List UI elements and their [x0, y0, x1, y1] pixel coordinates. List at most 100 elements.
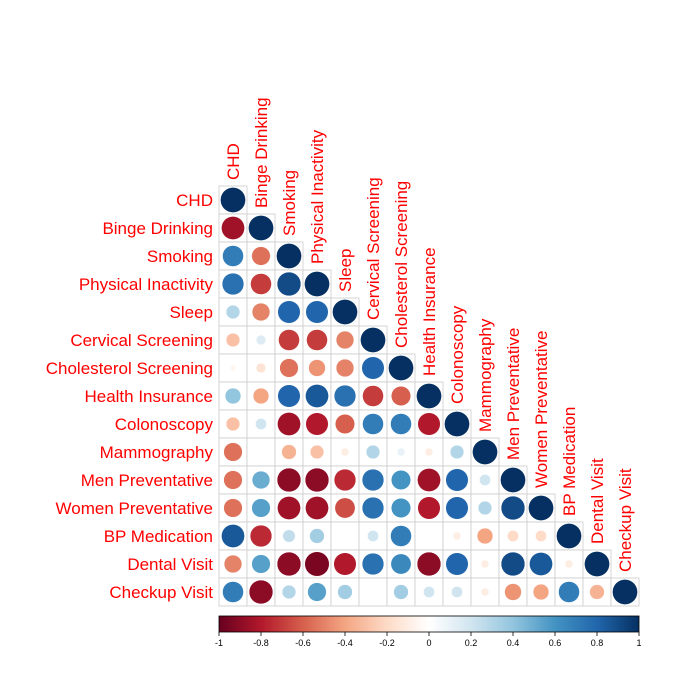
correlation-circle [333, 552, 357, 576]
correlation-circle [334, 413, 356, 435]
correlation-circle [507, 530, 519, 542]
column-label-health-insurance: Health Insurance [420, 247, 439, 376]
row-label-cholesterol-screening: Cholesterol Screening [46, 359, 213, 378]
correlation-circle [221, 272, 245, 296]
correlation-circle [281, 584, 297, 600]
correlation-circle [282, 529, 296, 543]
correlation-circle [305, 412, 329, 436]
correlation-circle [255, 334, 267, 346]
correlation-circle [221, 524, 245, 548]
correlation-circle [276, 467, 302, 493]
correlation-circle [477, 500, 493, 516]
correlation-circle [612, 579, 638, 605]
correlation-circle [416, 551, 442, 577]
correlation-circle [390, 385, 412, 407]
column-label-physical-inactivity: Physical Inactivity [308, 129, 327, 264]
correlation-circle [304, 551, 330, 577]
correlation-circle [250, 273, 272, 295]
correlation-circle [277, 412, 301, 436]
column-label-smoking: Smoking [280, 170, 299, 236]
correlation-circle [390, 525, 412, 547]
correlation-circle [252, 387, 270, 405]
colorbar-tick-label: 0.2 [465, 638, 478, 648]
row-label-mammography: Mammography [100, 443, 214, 462]
correlation-circle [529, 552, 553, 576]
correlation-circle [449, 444, 465, 460]
colorbar-tick-label: 0.6 [549, 638, 562, 648]
correlation-circle [500, 551, 526, 577]
correlation-circle [279, 358, 299, 378]
correlation-circle [500, 495, 526, 521]
correlation-circle [390, 497, 412, 519]
column-label-colonoscopy: Colonoscopy [448, 305, 467, 404]
correlation-circle [504, 583, 522, 601]
correlation-circle [589, 584, 605, 600]
column-label-bp-medication: BP Medication [560, 407, 579, 516]
correlation-circle [417, 412, 441, 436]
row-label-women-preventative: Women Preventative [56, 499, 213, 518]
correlation-circle [221, 216, 245, 240]
correlation-circle [335, 358, 355, 378]
colorbar-tick-label: -0.6 [295, 638, 311, 648]
correlation-circle [277, 300, 301, 324]
correlation-circle [361, 468, 385, 492]
correlation-circle [532, 583, 550, 601]
correlation-circle [445, 468, 469, 492]
correlation-circle [255, 362, 267, 374]
row-label-binge-drinking: Binge Drinking [102, 219, 213, 238]
correlation-circle [223, 470, 243, 490]
row-label-men-preventative: Men Preventative [81, 471, 213, 490]
correlation-circle [309, 528, 325, 544]
row-label-bp-medication: BP Medication [104, 527, 213, 546]
colorbar-tick-label: -0.2 [379, 638, 395, 648]
correlation-circle [445, 496, 469, 520]
correlation-circle [251, 470, 271, 490]
correlation-circle [528, 495, 554, 521]
correlation-circle [360, 327, 386, 353]
correlation-circle [278, 329, 300, 351]
correlation-circle [332, 299, 358, 325]
correlation-circle [480, 587, 490, 597]
correlation-circle [476, 527, 494, 545]
correlation-circle [308, 359, 326, 377]
correlation-circle [367, 530, 379, 542]
correlation-circle [249, 524, 273, 548]
correlation-circle [223, 498, 243, 518]
correlation-circle [584, 551, 610, 577]
column-label-chd: CHD [224, 143, 243, 180]
correlation-circle [416, 383, 442, 409]
correlation-circle [255, 418, 267, 430]
colorbar-tick-label: 0.8 [591, 638, 604, 648]
cell-14-5 [358, 577, 388, 607]
correlation-circle [225, 304, 241, 320]
correlation-circle [361, 552, 385, 576]
correlation-circle [309, 444, 325, 460]
correlation-circle [276, 551, 302, 577]
correlation-circle [390, 413, 412, 435]
correlation-circle [306, 329, 328, 351]
correlation-circle [479, 474, 491, 486]
correlation-circle [225, 332, 241, 348]
correlation-circle [281, 444, 297, 460]
correlation-circle [248, 579, 274, 605]
column-label-cervical-screening: Cervical Screening [364, 177, 383, 320]
correlation-circle [535, 530, 547, 542]
correlation-circle [417, 496, 441, 520]
correlation-circle [337, 584, 353, 600]
row-label-checkup-visit: Checkup Visit [109, 583, 213, 602]
correlation-circle [388, 355, 414, 381]
correlation-circle [361, 496, 385, 520]
correlation-circle [304, 467, 330, 493]
correlation-circle [424, 447, 434, 457]
correlation-circle [558, 581, 580, 603]
correlation-circle [452, 531, 462, 541]
correlation-circle [251, 554, 271, 574]
column-labels: CHD Binge Drinking Smoking Physical Inactiv… [224, 97, 635, 572]
correlation-circle [334, 497, 356, 519]
correlation-circle [564, 559, 574, 569]
correlation-circle [396, 447, 406, 457]
row-labels: CHD Binge Drinking Smoking Physical Inactiv… [46, 191, 214, 602]
correlation-circle [556, 523, 582, 549]
column-label-binge-drinking: Binge Drinking [252, 97, 271, 208]
